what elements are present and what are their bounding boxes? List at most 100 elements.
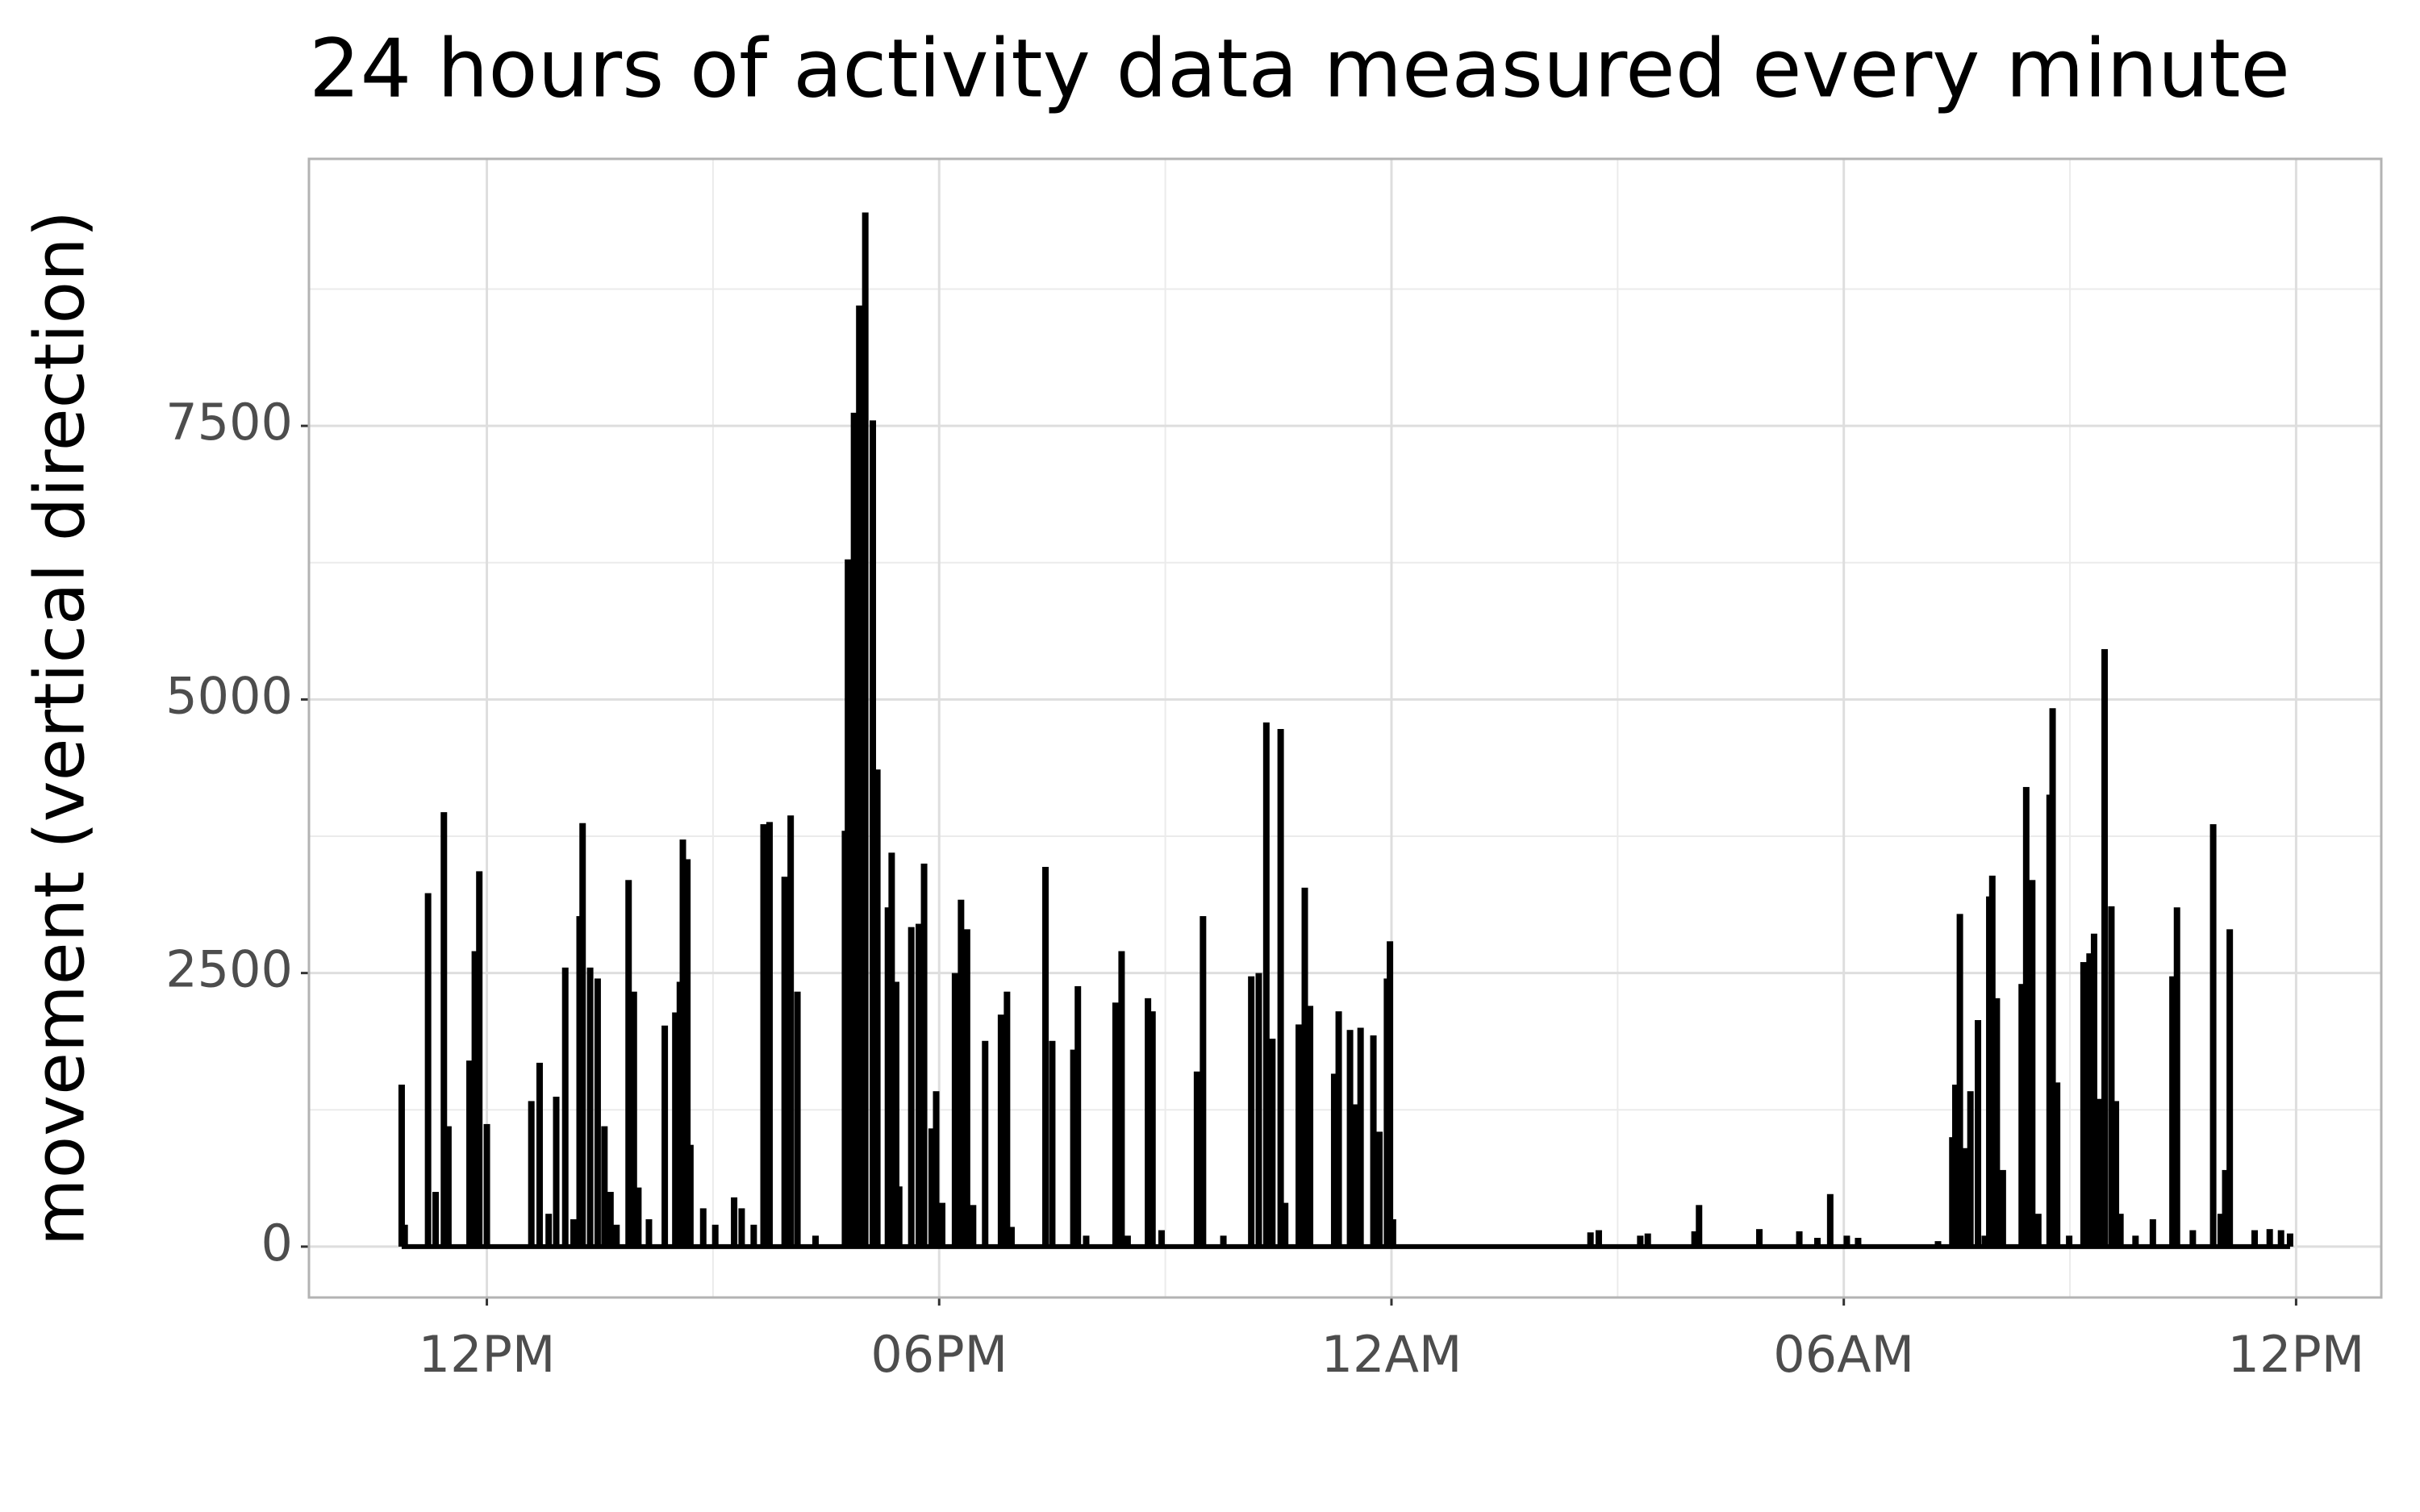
- activity-spike: [2132, 1235, 2139, 1247]
- activity-spike: [1376, 1131, 1383, 1247]
- activity-spike: [856, 305, 863, 1247]
- activity-spike: [1975, 1019, 1982, 1247]
- activity-spike: [951, 973, 958, 1247]
- activity-spike: [2029, 880, 2036, 1247]
- activity-spike: [1003, 991, 1011, 1247]
- activity-spike: [684, 859, 691, 1247]
- panel-border: [307, 157, 2383, 1299]
- activity-spike: [1248, 976, 1255, 1247]
- activity-spike: [2049, 708, 2056, 1247]
- activity-spike: [570, 1218, 578, 1247]
- activity-spike: [1587, 1232, 1594, 1247]
- activity-spike: [1008, 1227, 1015, 1247]
- activity-spike: [536, 1062, 543, 1247]
- y-axis-label: movement (vertical direction): [19, 210, 100, 1246]
- activity-spike: [845, 559, 852, 1247]
- activity-spike: [2251, 1230, 2259, 1247]
- activity-spike: [699, 1208, 707, 1247]
- activity-spike: [1951, 1085, 1959, 1247]
- activity-spike: [1963, 1148, 1970, 1247]
- activity-spike: [1389, 1218, 1396, 1247]
- activity-spike: [1145, 998, 1152, 1247]
- activity-spike: [1956, 914, 1963, 1247]
- activity-spike: [1813, 1238, 1821, 1247]
- activity-spike: [2022, 786, 2030, 1247]
- activity-spike: [625, 880, 632, 1247]
- activity-spike: [970, 1205, 977, 1247]
- activity-spike: [892, 981, 899, 1247]
- activity-spike: [1282, 1202, 1289, 1247]
- activity-spike: [1307, 1006, 1314, 1247]
- activity-spike: [711, 1224, 719, 1247]
- activity-spike: [2113, 1101, 2120, 1247]
- chart-title: 24 hours of activity data measured every…: [309, 21, 2290, 115]
- activity-spike: [401, 1224, 408, 1247]
- x-tick-label: 12PM: [2228, 1325, 2365, 1384]
- activity-spike: [2101, 648, 2109, 1247]
- activity-spike: [787, 815, 795, 1247]
- activity-spike: [1112, 1002, 1119, 1247]
- activity-spike: [933, 1091, 940, 1247]
- activity-spike: [938, 1202, 945, 1247]
- activity-spike: [1346, 1030, 1354, 1247]
- activity-spike: [1696, 1205, 1703, 1247]
- activity-spike: [738, 1208, 745, 1247]
- activity-spike: [1756, 1229, 1763, 1247]
- activity-spike: [1118, 951, 1125, 1247]
- x-tick-label: 06AM: [1773, 1325, 1914, 1384]
- activity-spike: [958, 899, 965, 1247]
- activity-spike: [2086, 953, 2093, 1247]
- activity-spike: [661, 1025, 669, 1247]
- activity-spike: [1993, 998, 2001, 1247]
- activity-spike: [645, 1218, 653, 1247]
- activity-spike: [432, 1192, 439, 1247]
- activity-spike: [1296, 1024, 1303, 1247]
- activity-spike: [1149, 1011, 1156, 1247]
- y-tick-label: 2500: [165, 940, 293, 999]
- activity-spike: [812, 1235, 819, 1247]
- activity-spike: [2277, 1230, 2284, 1247]
- activity-spike: [1049, 1040, 1056, 1247]
- x-tick-label: 12AM: [1321, 1325, 1462, 1384]
- activity-spike: [2169, 976, 2176, 1247]
- activity-spike: [2209, 824, 2217, 1247]
- activity-spike: [2108, 906, 2115, 1247]
- activity-spike: [579, 823, 586, 1247]
- activity-spike: [1843, 1235, 1850, 1247]
- activity-spike: [1357, 1027, 1364, 1247]
- activity-spike: [1967, 1091, 1974, 1247]
- activity-spike: [2173, 907, 2180, 1247]
- activity-spike: [2217, 1214, 2224, 1247]
- activity-spike: [1083, 1235, 1090, 1247]
- activity-spike: [2149, 1218, 2156, 1247]
- activity-spike: [1351, 1104, 1358, 1247]
- activity-spike: [2266, 1229, 2273, 1247]
- activity-spike: [466, 1060, 474, 1247]
- activity-spike: [1981, 1235, 1988, 1247]
- activity-spike: [1999, 1169, 2006, 1247]
- activity-spike: [1826, 1193, 1834, 1247]
- activity-spike: [1074, 985, 1082, 1247]
- activity-spike: [2054, 1082, 2061, 1247]
- activity-spike: [545, 1214, 553, 1247]
- activity-spike: [1220, 1235, 1227, 1247]
- activity-spike: [884, 907, 891, 1247]
- activity-spike: [750, 1224, 757, 1247]
- activity-spike: [686, 1144, 694, 1247]
- activity-spike: [1370, 1035, 1377, 1247]
- activity-spike: [2117, 1214, 2124, 1247]
- y-tick-label: 5000: [165, 666, 293, 725]
- activity-spike: [2080, 962, 2087, 1247]
- activity-spike: [2034, 1214, 2042, 1247]
- activity-spike: [1124, 1235, 1131, 1247]
- activity-spike: [1042, 867, 1049, 1247]
- activity-spike: [1595, 1230, 1602, 1247]
- activity-spike: [1193, 1071, 1200, 1247]
- activity-spike: [424, 893, 432, 1247]
- activity-spike: [398, 1085, 405, 1247]
- activity-spike: [1070, 1049, 1077, 1247]
- activity-spike: [483, 1123, 490, 1247]
